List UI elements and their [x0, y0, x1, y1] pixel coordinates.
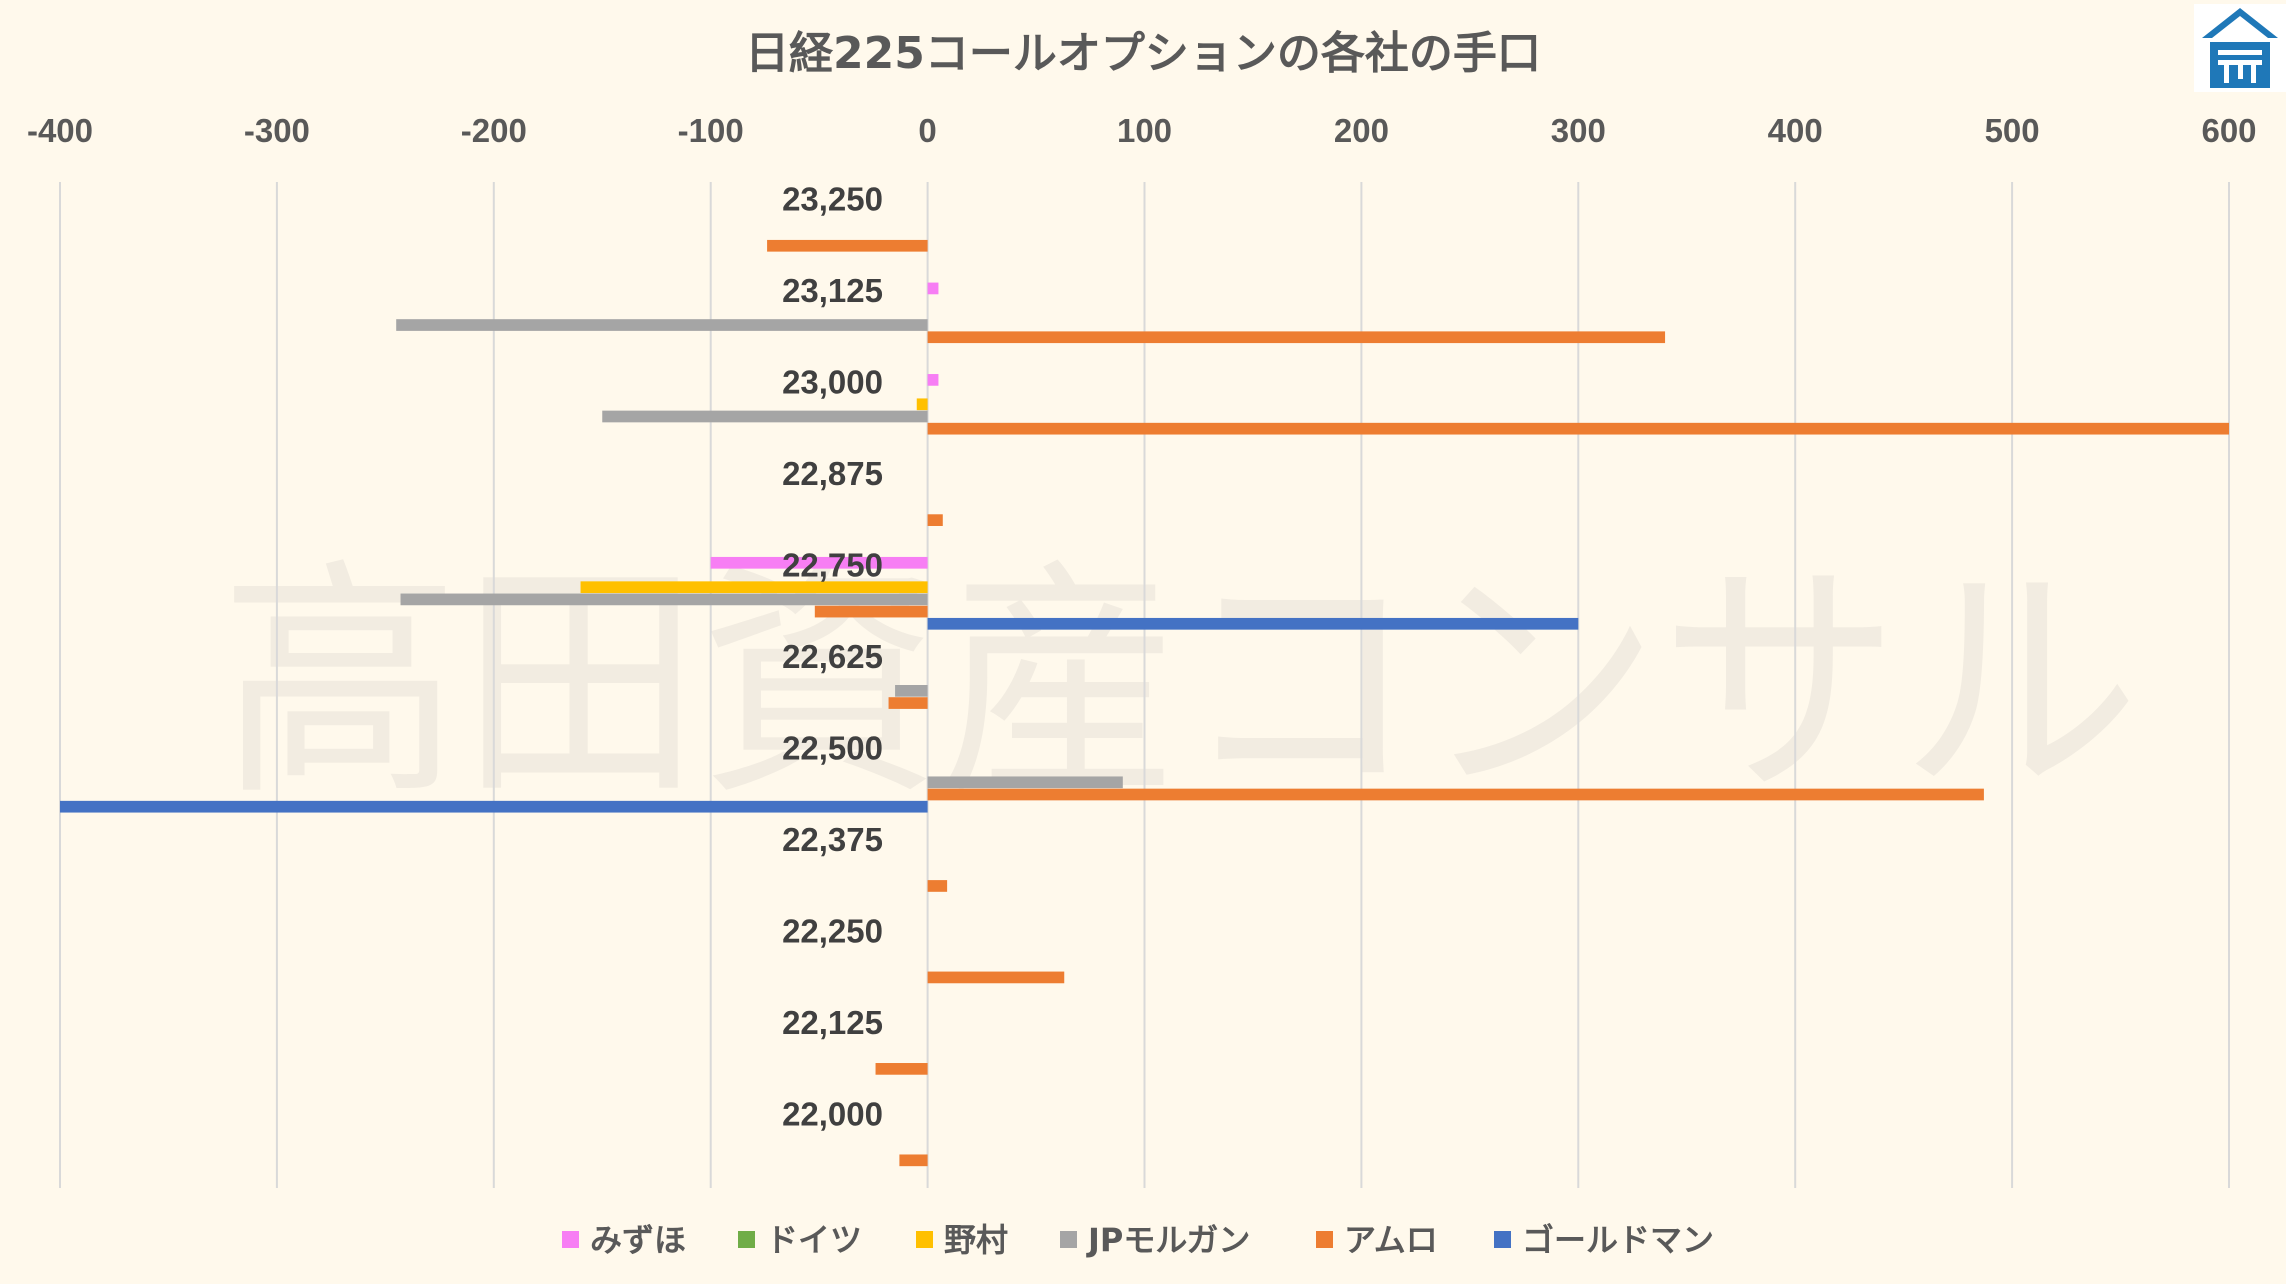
- legend-swatch: [1316, 1231, 1333, 1248]
- x-axis-ticks: -400 -300 -200 -100 0 100 200 300 400 500 600: [27, 112, 2257, 149]
- bar: [602, 410, 928, 423]
- x-tick-label: -300: [244, 112, 310, 149]
- category-label: 22,500: [782, 729, 883, 766]
- x-tick-label: 300: [1551, 112, 1606, 149]
- category-label: 23,000: [782, 364, 883, 401]
- legend: みずほ ドイツ 野村 JPモルガン アムロ ゴールドマン: [562, 1221, 1714, 1259]
- bar: [927, 880, 948, 892]
- bar: [927, 514, 943, 526]
- x-tick-label: -100: [678, 112, 744, 149]
- category-label: 22,000: [782, 1095, 883, 1132]
- house-logo-icon: [2194, 4, 2286, 92]
- bar: [927, 617, 1579, 630]
- chart-title: 日経225コールオプションの各社の手口: [745, 28, 1541, 79]
- bars: [60, 239, 2229, 1167]
- legend-swatch: [1060, 1231, 1077, 1248]
- bar: [710, 556, 928, 569]
- bar: [888, 697, 928, 709]
- bar: [396, 319, 928, 331]
- bar: [916, 398, 928, 411]
- bar: [927, 422, 2229, 435]
- bar: [814, 605, 928, 618]
- category-label: 23,250: [782, 181, 883, 218]
- legend-label: 野村: [944, 1221, 1008, 1259]
- x-tick-label: 100: [1117, 112, 1172, 149]
- legend-swatch: [738, 1231, 755, 1248]
- legend-label: アムロ: [1344, 1221, 1438, 1259]
- x-tick-label: -400: [27, 112, 93, 149]
- x-tick-label: 500: [1985, 112, 2040, 149]
- bar: [895, 685, 928, 697]
- category-label: 22,875: [782, 455, 883, 492]
- x-tick-label: 400: [1768, 112, 1823, 149]
- legend-swatch: [916, 1231, 933, 1248]
- legend-label: JPモルガン: [1086, 1221, 1250, 1259]
- category-label: 22,750: [782, 547, 883, 584]
- bar: [767, 239, 928, 252]
- x-tick-label: -200: [461, 112, 527, 149]
- category-label: 22,375: [782, 821, 883, 858]
- watermark: 高田資産コンサル: [220, 538, 2140, 829]
- bar: [927, 282, 939, 295]
- bar: [927, 776, 1123, 789]
- legend-swatch: [1494, 1231, 1511, 1248]
- legend-label: みずほ: [590, 1221, 686, 1259]
- bar: [899, 1154, 928, 1167]
- category-label: 23,125: [782, 272, 883, 309]
- bar: [927, 971, 1065, 984]
- x-tick-label: 200: [1334, 112, 1389, 149]
- legend-label: ドイツ: [766, 1221, 862, 1259]
- bar: [875, 1063, 928, 1075]
- category-label: 22,250: [782, 912, 883, 949]
- bar: [400, 593, 928, 606]
- category-label: 22,625: [782, 638, 883, 675]
- x-tick-label: 0: [918, 112, 936, 149]
- category-label: 22,125: [782, 1004, 883, 1041]
- bar: [927, 374, 939, 386]
- bar: [580, 581, 928, 594]
- category-labels: 23,250 23,125 23,000 22,875 22,750 22,625 22,5…: [782, 181, 883, 1133]
- legend-label: ゴールドマン: [1522, 1221, 1714, 1259]
- legend-swatch: [562, 1231, 579, 1248]
- x-tick-label: 600: [2201, 112, 2256, 149]
- bar: [927, 788, 1984, 801]
- bar: [60, 800, 928, 813]
- bar: [927, 331, 1666, 344]
